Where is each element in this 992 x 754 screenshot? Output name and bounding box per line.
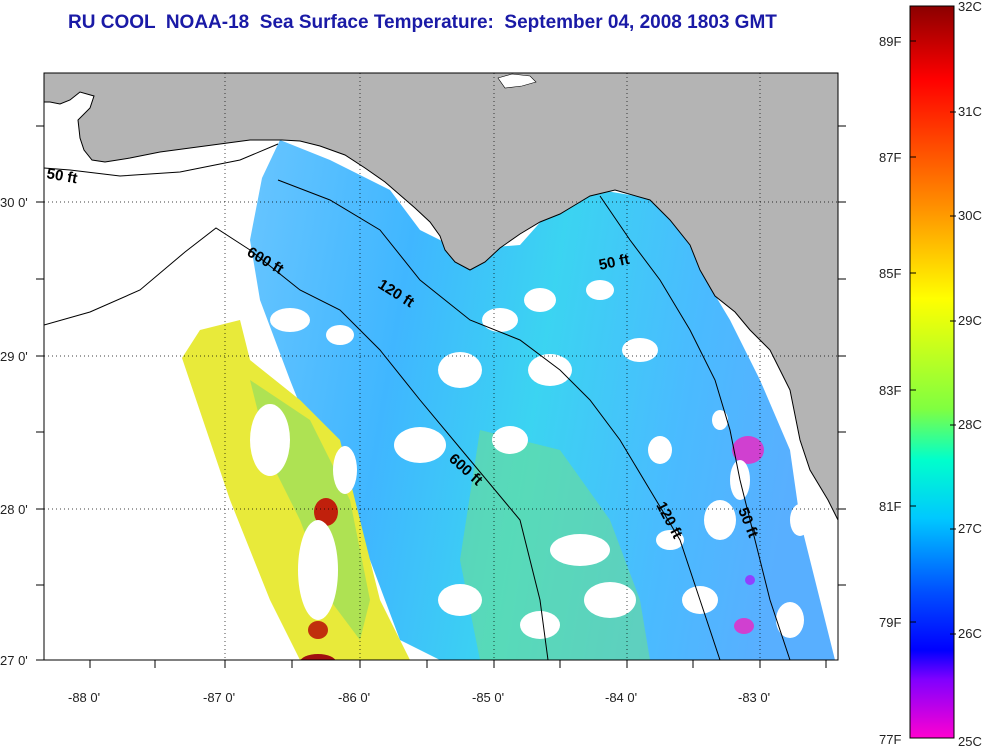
longitude-labels: -88 0' -87 0' -86 0' -85 0' -84 0' -83 0… [68,690,770,705]
colorbar-ticks [910,40,956,635]
lat-label: 29 0' [0,349,28,364]
inland-lake [497,73,537,89]
contour-120ft [277,179,721,660]
warm-spot [308,621,328,639]
cool-spot [745,575,755,585]
contour-600ft-west [44,227,549,660]
warm-spot [314,498,338,526]
map-title: RU COOL NOAA-18 Sea Surface Temperature:… [68,12,777,33]
colorbar-fahrenheit-label: 79F [879,615,901,630]
colorbar-celsius-label: 26C [958,626,982,641]
contour-label: 50 ft [597,251,631,274]
contour-50ft-west [44,143,279,177]
warm-spot [300,654,336,660]
lon-label: -84 0' [605,690,637,705]
colorbar-fahrenheit-label: 77F [879,732,901,747]
lon-label: -83 0' [738,690,770,705]
lon-label: -88 0' [68,690,100,705]
colorbar-celsius-label: 31C [958,104,982,119]
colorbar: 32C 31C 30C 29C 28C 27C 26C 25C 89F 87F … [879,0,982,749]
cloud-gaps [250,280,810,639]
lat-label: 27 0' [0,653,28,668]
lon-label: -87 0' [203,690,235,705]
colorbar-celsius-label: 28C [958,417,982,432]
colorbar-ramp [909,5,955,739]
contour-50ft-east [599,195,791,660]
colorbar-fahrenheit-label: 89F [879,34,901,49]
tick-marks [36,125,846,668]
land-mass [44,73,838,521]
map-area [44,73,838,660]
colorbar-celsius-label: 32C [958,0,982,14]
colorbar-celsius-label: 30C [958,208,982,223]
lat-label: 30 0' [0,195,28,210]
colorbar-fahrenheit-label: 85F [879,266,901,281]
colorbar-fahrenheit-label: 81F [879,499,901,514]
colorbar-celsius-label: 29C [958,313,982,328]
map-frame [43,72,839,661]
sst-swath-main [250,140,835,660]
latitude-labels: 30 0' 29 0' 28 0' 27 0' [0,195,28,668]
colorbar-fahrenheit-label: 87F [879,150,901,165]
lon-label: -86 0' [338,690,370,705]
colorbar-celsius-label: 25C [958,734,982,749]
colorbar-fahrenheit-label: 83F [879,383,901,398]
lat-label: 28 0' [0,502,28,517]
cool-spot [732,436,764,464]
cool-spot [734,618,754,634]
contour-label: 50 ft [45,165,78,187]
bathymetry-contours [44,143,791,660]
lon-label: -85 0' [472,690,504,705]
colorbar-celsius-label: 27C [958,521,982,536]
